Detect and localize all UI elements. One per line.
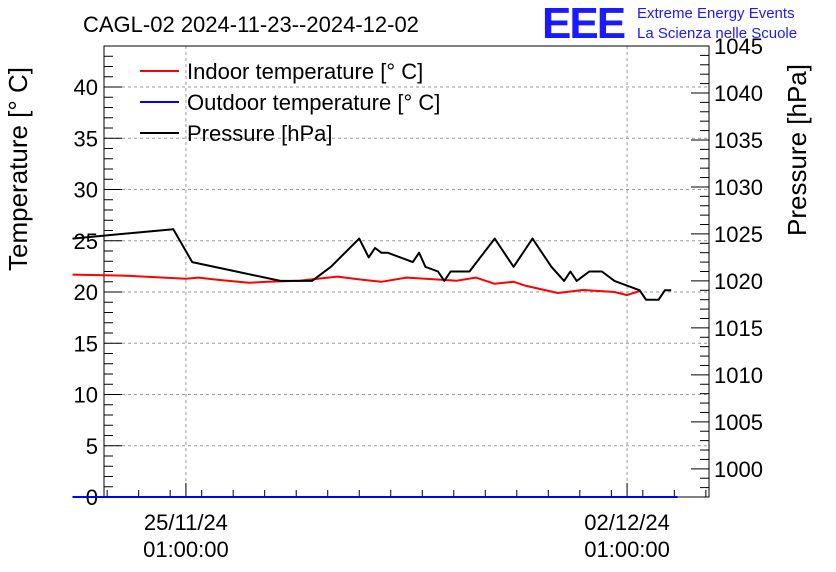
logo-mark: EEE xyxy=(542,0,625,48)
y2-tick-label: 1025 xyxy=(714,222,763,247)
y-tick-label: 10 xyxy=(74,383,98,408)
logo-line-2: La Scienza nelle Scuole xyxy=(637,25,797,42)
logo-line-1: Extreme Energy Events xyxy=(637,5,795,22)
series-line-pressure xyxy=(72,228,672,301)
y2-tick-label: 1010 xyxy=(714,363,763,388)
legend-label-outdoor: Outdoor temperature [° C] xyxy=(187,90,440,115)
x-tick-label-date: 25/11/24 xyxy=(144,510,228,535)
y-tick-label: 20 xyxy=(74,280,98,305)
y2-tick-label: 1015 xyxy=(714,316,763,341)
series-line-indoor xyxy=(72,273,641,297)
y-tick-label: 5 xyxy=(86,434,98,459)
series-layer xyxy=(72,228,678,498)
legend-label-indoor: Indoor temperature [° C] xyxy=(187,59,423,84)
y-axis-title: Temperature [° C] xyxy=(3,67,33,271)
y2-tick-label: 1040 xyxy=(714,81,763,106)
y-tick-label: 35 xyxy=(74,126,98,151)
y-tick-label: 15 xyxy=(74,331,98,356)
legend-label-pressure: Pressure [hPa] xyxy=(187,121,333,146)
y2-tick-label: 1035 xyxy=(714,128,763,153)
y2-tick-label: 1030 xyxy=(714,175,763,200)
x-tick-label-time: 01:00:00 xyxy=(584,537,670,562)
x-tick-label-time: 01:00:00 xyxy=(143,537,229,562)
y2-tick-label: 1020 xyxy=(714,269,763,294)
y2-tick-label: 1000 xyxy=(714,457,763,482)
axis-ticks: 0510152025303540100010051010101510201025… xyxy=(74,34,763,562)
x-tick-label-date: 02/12/24 xyxy=(584,510,670,535)
y2-tick-label: 1005 xyxy=(714,410,763,435)
chart-title: CAGL-02 2024-11-23--2024-12-02 xyxy=(83,12,419,37)
y-tick-label: 30 xyxy=(74,178,98,203)
legend: Indoor temperature [° C] Outdoor tempera… xyxy=(140,59,440,146)
eee-logo: EEE Extreme Energy Events La Scienza nel… xyxy=(542,0,797,48)
y-tick-label: 25 xyxy=(74,229,98,254)
y-tick-label: 40 xyxy=(74,75,98,100)
y2-tick-label: 1045 xyxy=(714,34,763,59)
y2-axis-title: Pressure [hPa] xyxy=(782,64,812,236)
